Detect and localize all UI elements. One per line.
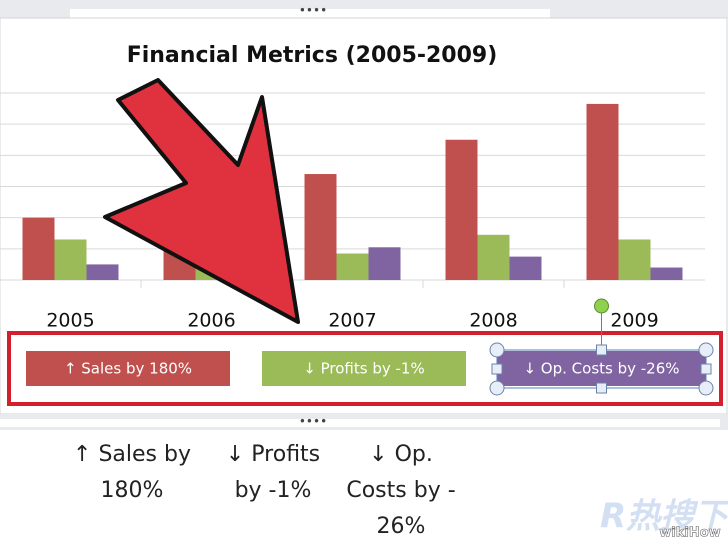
resize-handle <box>489 380 505 396</box>
annotation-label: ↓ Op. Costs by -26% <box>523 360 679 378</box>
cell-line: Costs by - <box>346 478 455 503</box>
annotation-label: ↑ Sales by 180% <box>64 360 192 378</box>
highlight-box <box>7 331 723 406</box>
cell-line: 26% <box>377 514 426 539</box>
chart-title: Financial Metrics (2005-2009) <box>127 43 498 68</box>
watermark: R热搜下载 <box>600 497 728 537</box>
bar <box>586 103 619 281</box>
x-tick-label: 2005 <box>46 310 94 332</box>
cell-text: ↑ Sales by 180% ↓ Profits by -1% ↓ Op. Costs … <box>73 442 456 539</box>
bar <box>618 239 651 280</box>
x-tick-label: 2009 <box>610 310 658 332</box>
annotation-box <box>26 351 230 386</box>
bar <box>54 239 87 280</box>
cell-line: ↓ Op. <box>369 442 433 467</box>
annotation-box <box>262 351 466 386</box>
bottom-frame <box>0 419 720 427</box>
top-frame <box>70 9 550 18</box>
annotation-label: ↓ Profits by -1% <box>303 360 424 378</box>
resize-handle <box>698 380 714 396</box>
annotation-box <box>497 351 706 386</box>
resize-handle <box>698 342 714 358</box>
bar <box>477 234 510 280</box>
x-tick-label: 2006 <box>187 310 235 332</box>
brand: wikiHow <box>659 526 720 541</box>
bar <box>86 264 119 280</box>
cell-line: by -1% <box>235 478 312 503</box>
annotations: ↑ Sales by 180% ↓ Profits by -1% ↓ Op. Cos… <box>26 298 714 396</box>
resize-handle[interactable]: •••• <box>299 415 327 429</box>
resize-handle <box>596 382 607 394</box>
bar <box>336 253 369 280</box>
plot: 2005 2006 2007 2008 2009 <box>0 92 705 332</box>
cell-line: ↓ Profits <box>226 442 320 467</box>
resize-handle <box>596 344 607 356</box>
pointer-arrow <box>103 78 300 324</box>
bar <box>650 267 683 280</box>
resize-handle <box>700 363 712 375</box>
bar <box>368 247 401 280</box>
x-tick-label: 2008 <box>469 310 517 332</box>
bar <box>509 256 542 280</box>
rotate-handle <box>594 298 609 314</box>
resize-handle <box>491 363 503 375</box>
cell-line: ↑ Sales by <box>73 442 191 467</box>
bar <box>445 139 478 280</box>
bar <box>304 174 337 280</box>
cell-line: 180% <box>101 478 164 503</box>
resize-handle <box>489 342 505 358</box>
x-tick-label: 2007 <box>328 310 376 332</box>
resize-handle[interactable]: •••• <box>299 4 327 18</box>
bar <box>22 217 55 280</box>
